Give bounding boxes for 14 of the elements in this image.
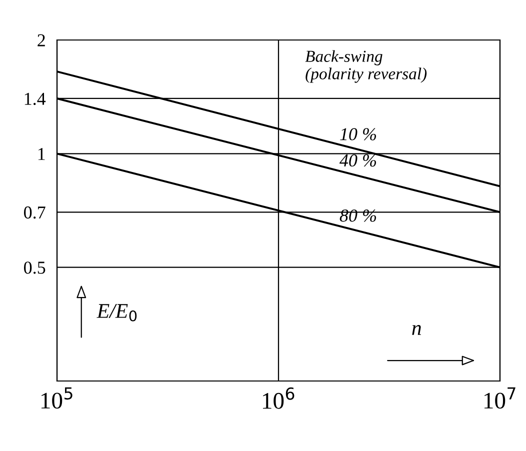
y-tick-label: 0.7: [24, 206, 46, 219]
x-axis-title: n: [412, 325, 421, 335]
x-tick-label: 10$^{6}$: [262, 387, 294, 409]
x-tick-label: 10$^{7}$: [484, 387, 516, 409]
y-axis-title: E/E$_{0}$: [96, 304, 137, 322]
y-tick-label: 1: [38, 148, 45, 160]
y-tick-label: 2: [38, 34, 45, 46]
series-label: 80 %: [340, 210, 376, 222]
annotation: Back-swing (polarity reversal): [305, 50, 427, 83]
series-label: 10 %: [340, 128, 376, 140]
y-tick-label: 1.4: [24, 92, 46, 106]
series-label: 40 %: [339, 154, 376, 167]
x-tick-label: 10$^{5}$: [41, 387, 72, 409]
y-tick-label: 0.5: [24, 262, 46, 274]
